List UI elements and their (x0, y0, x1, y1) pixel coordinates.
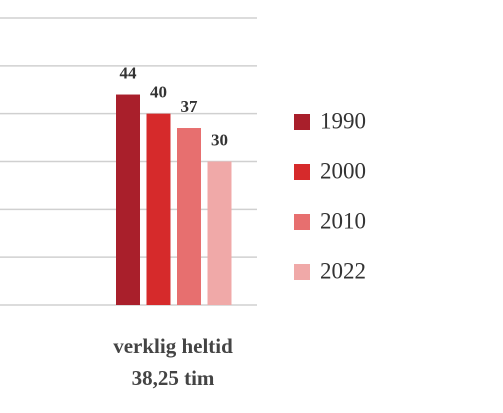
legend-swatch (294, 164, 310, 180)
value-label: 37 (181, 97, 199, 116)
value-label: 44 (120, 63, 138, 82)
legend-swatch (294, 264, 310, 280)
bar (146, 113, 171, 306)
legend-swatch (294, 114, 310, 130)
legend-label: 1990 (320, 108, 366, 133)
legend-label: 2010 (320, 208, 366, 233)
bar (207, 161, 232, 305)
legend-swatch (294, 214, 310, 230)
bar (177, 128, 201, 305)
bar (116, 94, 140, 306)
legend-label: 2022 (320, 258, 366, 283)
value-label: 30 (211, 130, 228, 149)
x-tick-label: verklig heltid 38,25 tim (113, 334, 233, 390)
value-label: 40 (150, 83, 167, 102)
legend-label: 2000 (320, 158, 366, 183)
